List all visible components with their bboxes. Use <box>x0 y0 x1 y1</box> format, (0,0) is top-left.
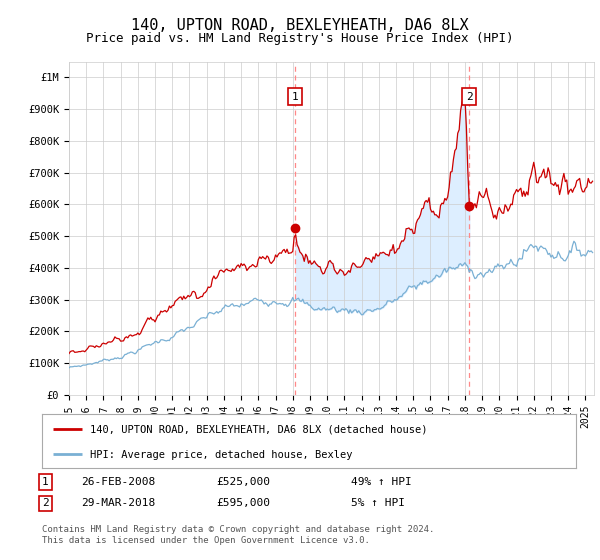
Text: 2: 2 <box>42 498 49 508</box>
Text: 2: 2 <box>466 92 473 101</box>
Text: 140, UPTON ROAD, BEXLEYHEATH, DA6 8LX (detached house): 140, UPTON ROAD, BEXLEYHEATH, DA6 8LX (d… <box>90 424 428 435</box>
Text: 5% ↑ HPI: 5% ↑ HPI <box>351 498 405 508</box>
Text: 49% ↑ HPI: 49% ↑ HPI <box>351 477 412 487</box>
Text: 1: 1 <box>42 477 49 487</box>
Text: 140, UPTON ROAD, BEXLEYHEATH, DA6 8LX: 140, UPTON ROAD, BEXLEYHEATH, DA6 8LX <box>131 18 469 33</box>
Text: £595,000: £595,000 <box>216 498 270 508</box>
Text: 1: 1 <box>292 92 298 101</box>
Text: Price paid vs. HM Land Registry's House Price Index (HPI): Price paid vs. HM Land Registry's House … <box>86 32 514 45</box>
Text: £525,000: £525,000 <box>216 477 270 487</box>
Text: HPI: Average price, detached house, Bexley: HPI: Average price, detached house, Bexl… <box>90 450 353 460</box>
Text: Contains HM Land Registry data © Crown copyright and database right 2024.
This d: Contains HM Land Registry data © Crown c… <box>42 525 434 545</box>
Text: 29-MAR-2018: 29-MAR-2018 <box>81 498 155 508</box>
Text: 26-FEB-2008: 26-FEB-2008 <box>81 477 155 487</box>
